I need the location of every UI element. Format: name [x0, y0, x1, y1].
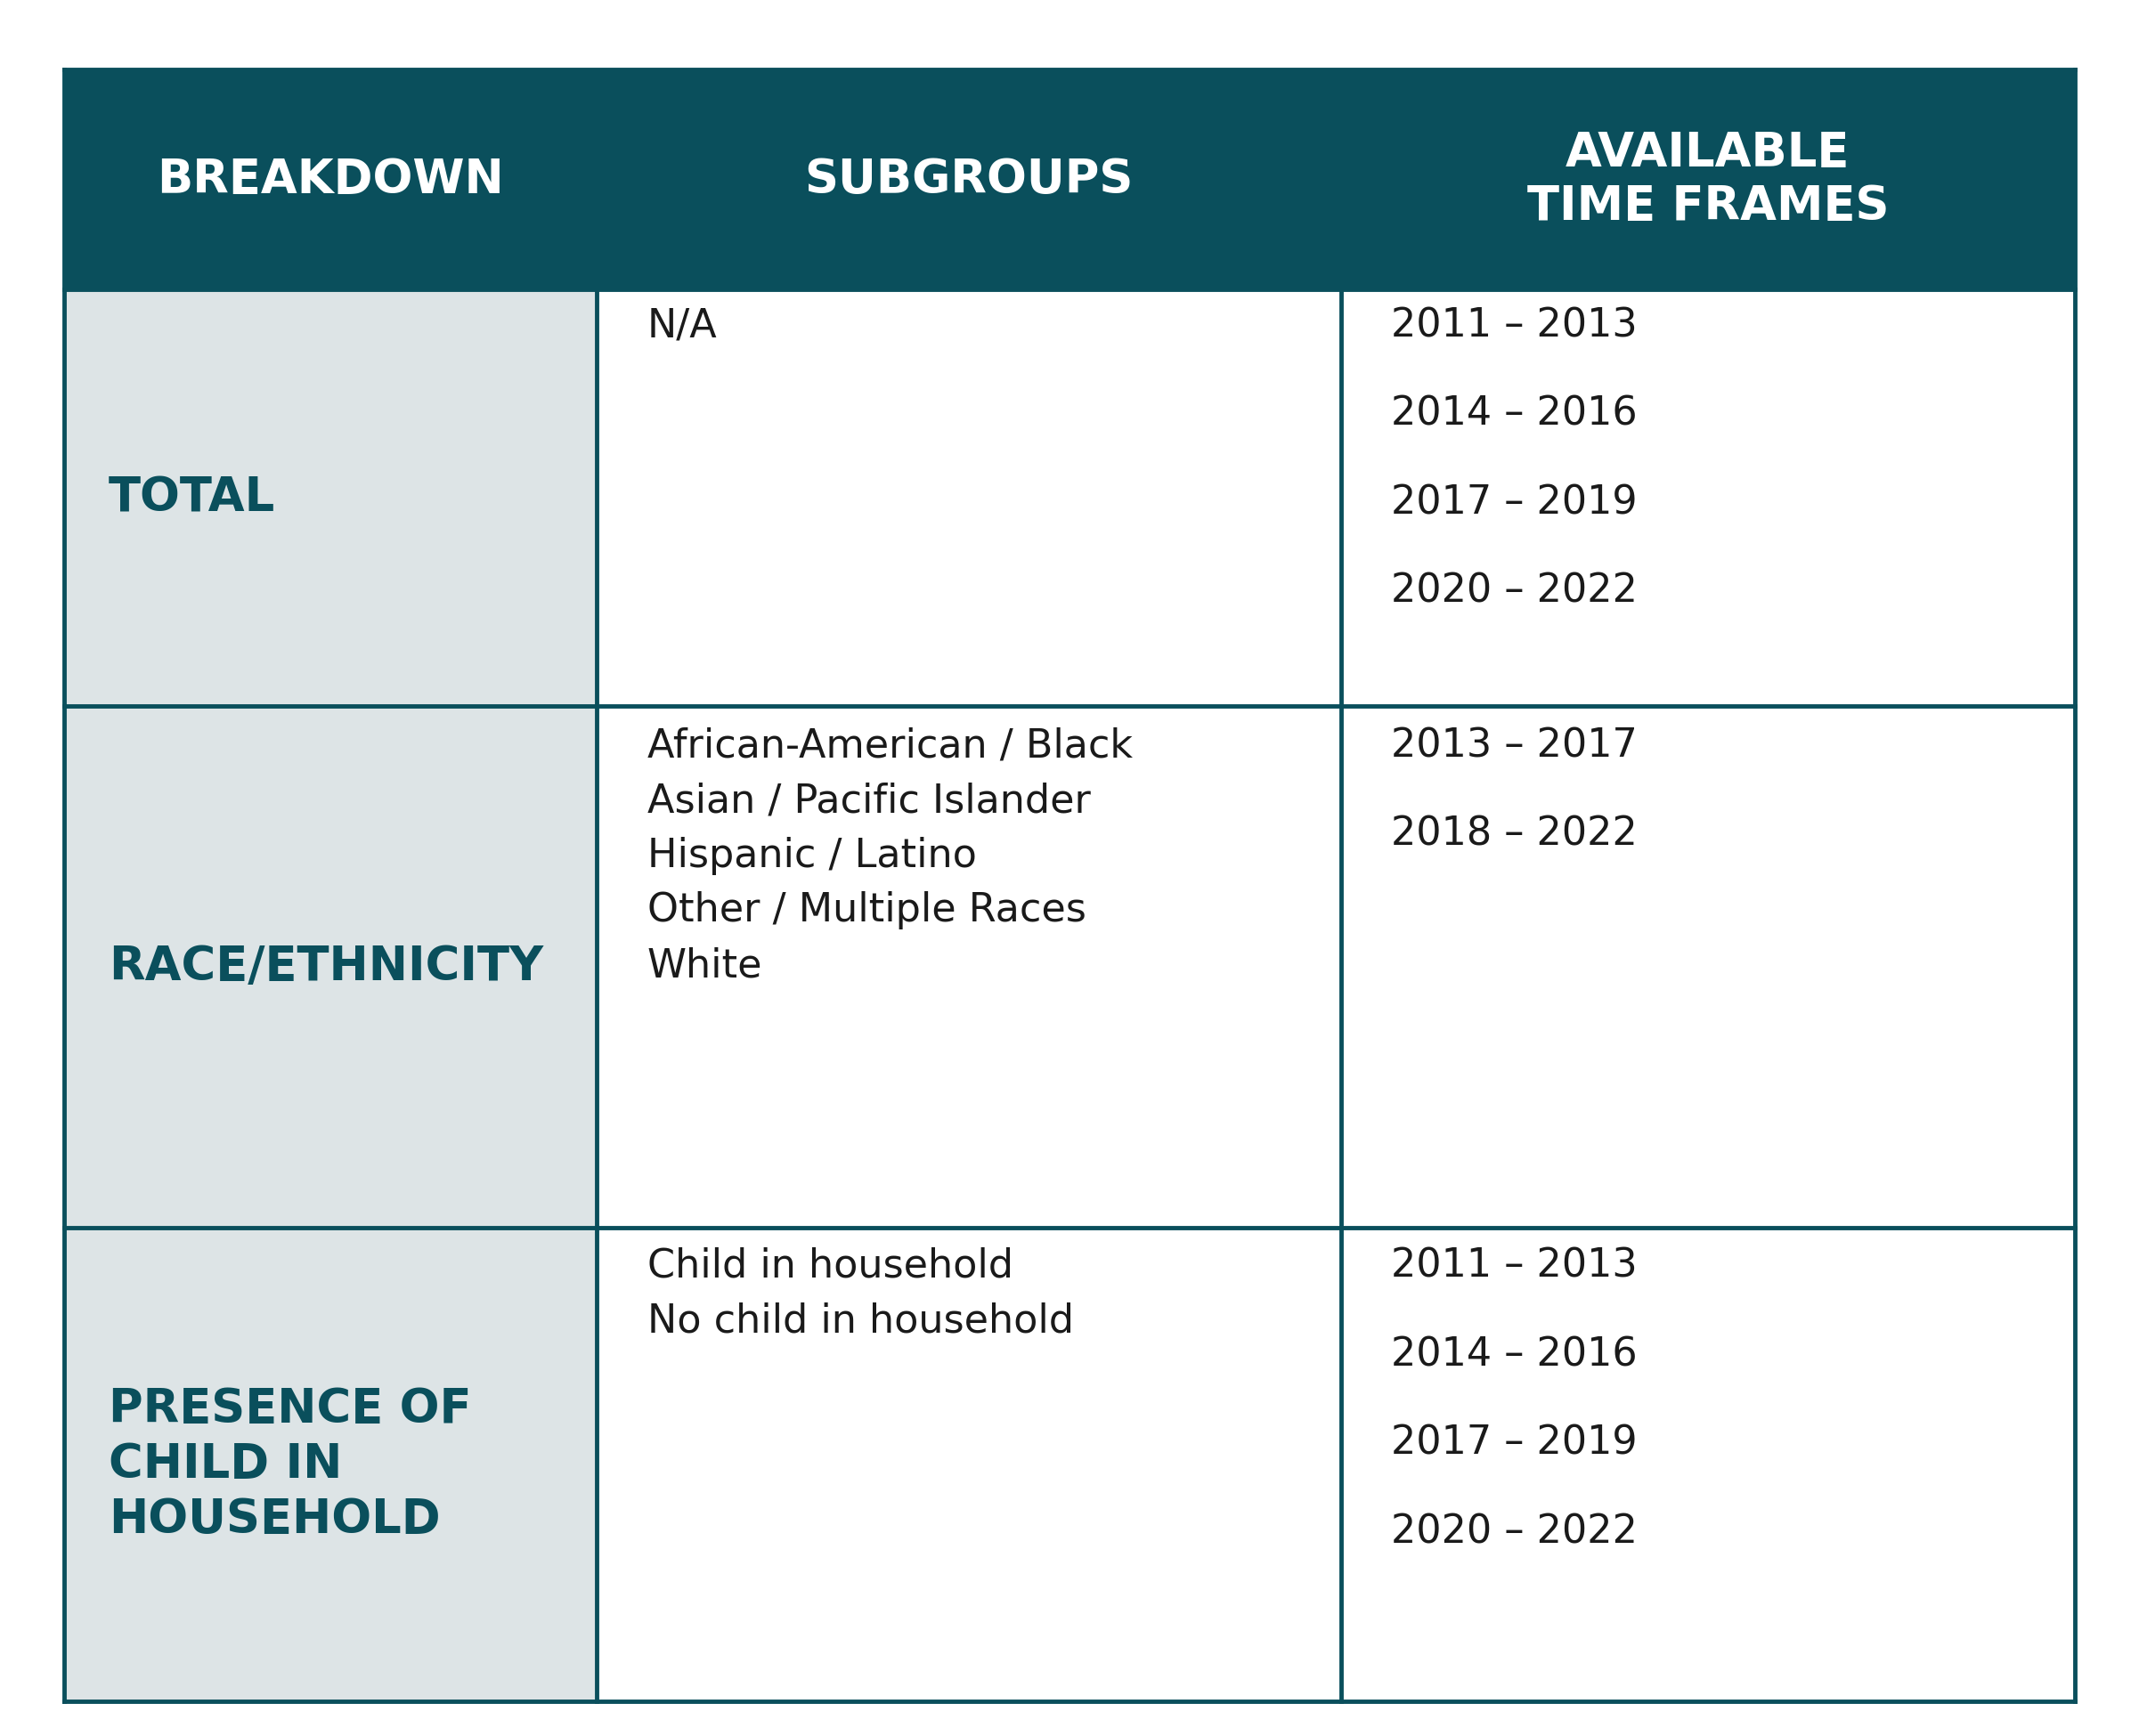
Text: SUBGROUPS: SUBGROUPS — [804, 156, 1134, 203]
Bar — [64, 69, 2075, 290]
Text: AVAILABLE
TIME FRAMES: AVAILABLE TIME FRAMES — [1527, 130, 1889, 229]
Text: BREAKDOWN: BREAKDOWN — [156, 156, 505, 203]
Bar — [597, 1227, 2075, 1701]
Text: 2011 – 2013

2014 – 2016

2017 – 2019

2020 – 2022: 2011 – 2013 2014 – 2016 2017 – 2019 2020… — [1390, 306, 1638, 611]
Text: 2011 – 2013

2014 – 2016

2017 – 2019

2020 – 2022: 2011 – 2013 2014 – 2016 2017 – 2019 2020… — [1390, 1246, 1638, 1552]
Text: PRESENCE OF
CHILD IN
HOUSEHOLD: PRESENCE OF CHILD IN HOUSEHOLD — [109, 1385, 471, 1543]
Bar — [64, 707, 597, 1227]
Bar — [597, 707, 2075, 1227]
Text: Child in household
No child in household: Child in household No child in household — [648, 1246, 1074, 1340]
Text: African-American / Black
Asian / Pacific Islander
Hispanic / Latino
Other / Mult: African-American / Black Asian / Pacific… — [648, 727, 1134, 984]
Bar — [597, 290, 2075, 707]
Text: 2013 – 2017

2018 – 2022: 2013 – 2017 2018 – 2022 — [1390, 727, 1638, 854]
Text: TOTAL: TOTAL — [109, 474, 276, 521]
Text: RACE/ETHNICITY: RACE/ETHNICITY — [109, 944, 543, 990]
Text: N/A: N/A — [648, 306, 717, 345]
Bar — [64, 1227, 597, 1701]
Bar — [64, 290, 597, 707]
